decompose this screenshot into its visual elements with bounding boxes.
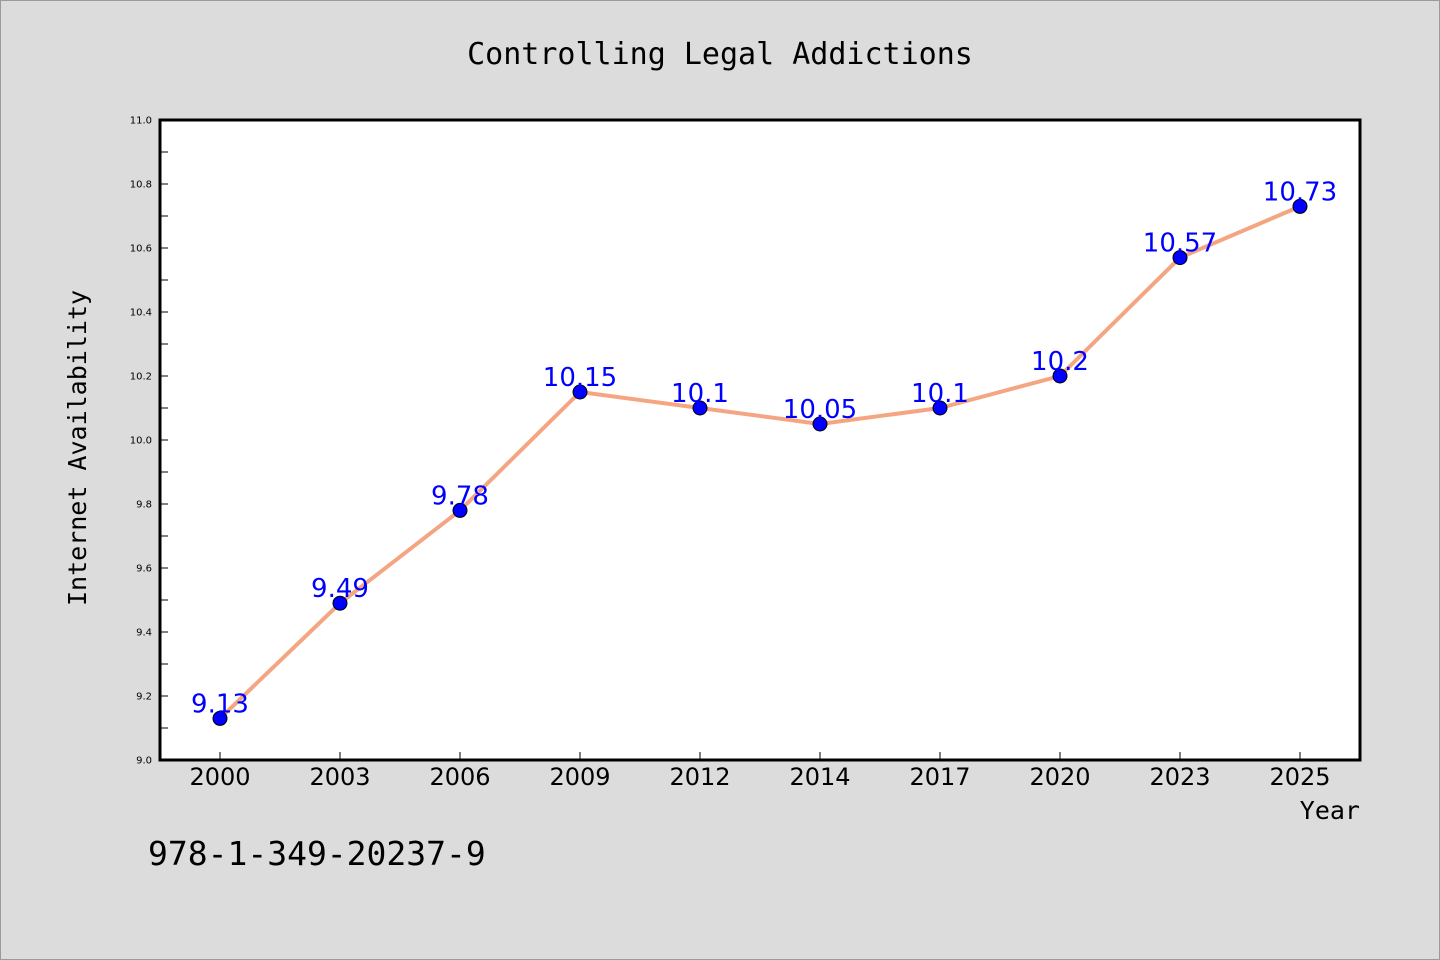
x-tick-label: 2017: [909, 763, 970, 791]
isbn-code: 978-1-349-20237-9: [148, 834, 486, 873]
y-tick-label: 9.4: [136, 628, 152, 639]
x-tick-label: 2020: [1029, 763, 1090, 791]
y-tick-label: 10.2: [130, 372, 152, 383]
data-point: [1052, 368, 1068, 384]
data-labels: 9.13 9.49 9.78 10.15 10.1 10.05 10.1 10.2 10.57 1…: [191, 177, 1337, 719]
y-tick-label: 9.2: [136, 692, 152, 703]
y-tick-label: 11.0: [130, 116, 152, 127]
plot-area: [158, 118, 1362, 762]
data-label: 10.15: [543, 363, 617, 393]
y-axis: 9.0 9.2 9.4 9.6 9.8 10.0 10.2 10.4 10.6 10.8 11.0: [130, 116, 168, 767]
data-point: [332, 595, 348, 611]
data-label: 10.05: [783, 395, 857, 425]
data-point: [212, 710, 228, 726]
y-tick-label: 10.8: [130, 180, 152, 191]
data-point: [1292, 198, 1308, 214]
data-label: 9.49: [311, 574, 369, 604]
data-label: 10.1: [911, 379, 969, 409]
x-axis-label: Year: [1300, 796, 1360, 825]
x-tick-label: 2000: [189, 763, 250, 791]
x-tick-label: 2003: [309, 763, 370, 791]
series-lines: [218, 204, 1301, 720]
x-tick-label: 2006: [429, 763, 490, 791]
x-tick-label: 2025: [1269, 763, 1330, 791]
data-label: 10.2: [1031, 347, 1089, 377]
data-label: 10.57: [1143, 229, 1217, 259]
data-label: 9.13: [191, 689, 249, 719]
x-axis: 2000 2003 2006 2009 2012 2014 2017 2020 2023 2025: [189, 752, 1331, 791]
x-tick-label: 2014: [789, 763, 850, 791]
y-tick-label: 9.6: [136, 564, 152, 575]
y-tick-label: 10.4: [130, 308, 152, 319]
y-tick-label: 9.8: [136, 500, 152, 511]
x-tick-label: 2023: [1149, 763, 1210, 791]
data-point: [812, 416, 828, 432]
data-label: 10.73: [1263, 177, 1337, 207]
data-point: [1172, 250, 1188, 266]
data-point: [932, 400, 948, 416]
chart-title: Controlling Legal Addictions: [467, 37, 973, 72]
series-markers: [212, 198, 1308, 726]
y-axis-label: Internet Availability: [63, 290, 92, 606]
y-tick-label: 9.0: [136, 756, 152, 767]
y-tick-label: 10.6: [130, 244, 152, 255]
x-tick-label: 2012: [669, 763, 730, 791]
data-label: 9.78: [431, 481, 489, 511]
data-point: [572, 384, 588, 400]
y-tick-label: 10.0: [130, 436, 152, 447]
data-point: [692, 400, 708, 416]
series-line: [218, 204, 1301, 720]
data-point: [452, 502, 468, 518]
data-label: 10.1: [671, 379, 729, 409]
x-tick-label: 2009: [549, 763, 610, 791]
